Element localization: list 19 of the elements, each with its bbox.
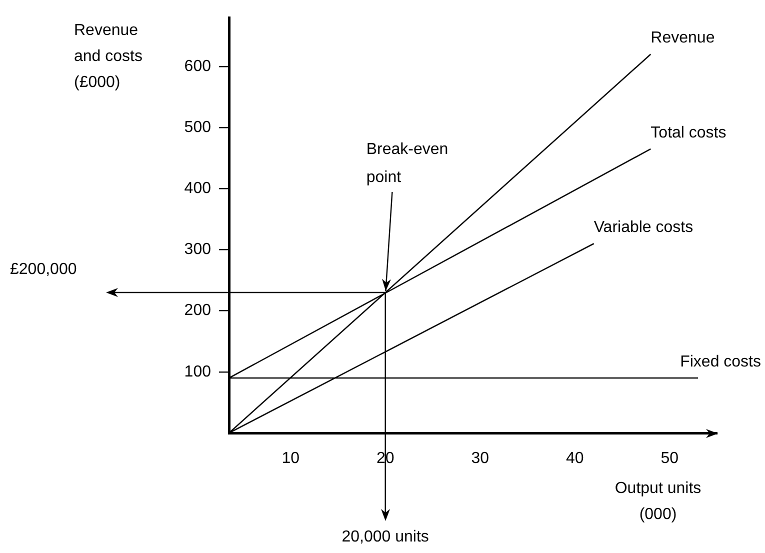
y-tick-label: 500 xyxy=(184,118,212,136)
series-label: Revenue xyxy=(650,30,715,47)
x-tick-label: 30 xyxy=(471,450,490,468)
y-tick-label: 200 xyxy=(184,302,212,320)
annotation: Break-even point xyxy=(366,140,448,186)
x-tick-label: 50 xyxy=(660,450,679,468)
y-tick-label: 600 xyxy=(184,58,212,75)
y-tick-label: 100 xyxy=(184,363,212,380)
x-axis-title: Output units (000) xyxy=(614,479,702,525)
x-tick-label: 10 xyxy=(282,450,300,468)
text: £200,000 xyxy=(10,260,77,278)
series-label: Total costs xyxy=(650,124,726,142)
y-tick-label: 400 xyxy=(184,180,212,198)
ref-line-label: 20,000 units xyxy=(342,528,429,546)
y-tick-label: 300 xyxy=(184,241,212,258)
y-axis-title: Revenue and costs (£000) xyxy=(74,21,144,93)
x-tick-label: 40 xyxy=(566,450,584,468)
series-label: Variable costs xyxy=(594,219,694,236)
series-label: Fixed costs xyxy=(680,353,762,370)
